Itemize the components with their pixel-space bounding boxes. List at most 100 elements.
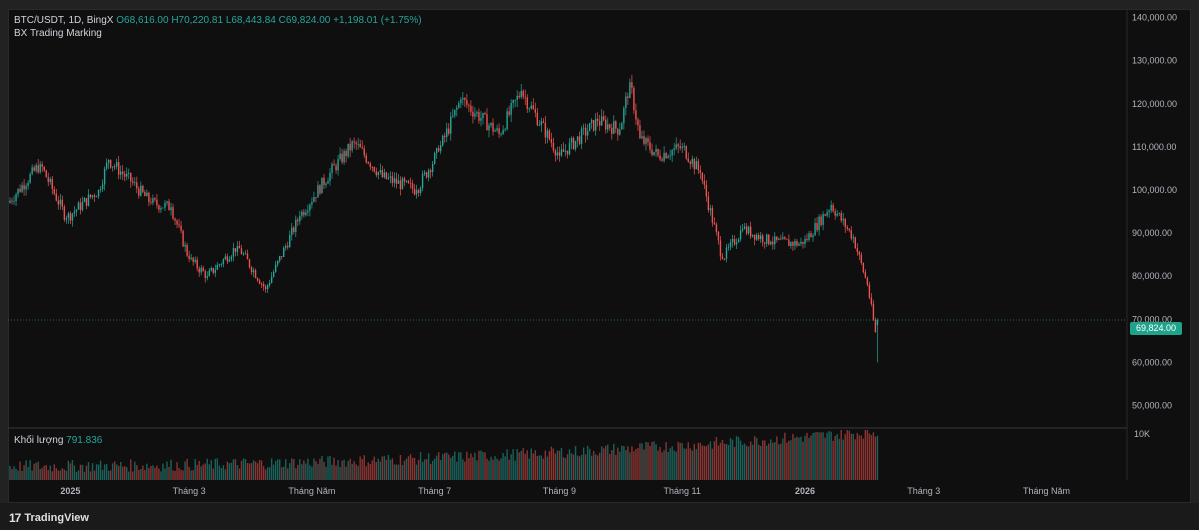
volume-bar: [307, 458, 309, 480]
tradingview-logo[interactable]: 17 TradingView: [9, 511, 89, 525]
candle-body: [95, 196, 98, 198]
volume-bar: [309, 465, 311, 480]
candle-body: [645, 138, 647, 144]
candle-body: [192, 257, 194, 262]
volume-bar: [683, 448, 685, 480]
volume-bar: [494, 456, 496, 480]
candle-body: [717, 231, 720, 241]
volume-bar: [61, 468, 64, 480]
volume-bar: [721, 439, 724, 480]
candle-body: [216, 264, 219, 270]
volume-bar: [77, 470, 80, 480]
volume-bar: [663, 450, 665, 480]
volume-bars: [9, 430, 879, 480]
indicator-label[interactable]: BX Trading Marking: [14, 28, 102, 39]
candle-body: [792, 242, 794, 246]
volume-bar: [808, 437, 810, 480]
volume-bar: [627, 446, 629, 480]
y-tick-label: 70,000.00: [1132, 314, 1172, 324]
volume-bar: [699, 442, 702, 480]
candle-body: [701, 172, 704, 181]
volume-bar: [425, 459, 428, 480]
candle-body: [377, 171, 380, 176]
candle-body: [669, 155, 671, 157]
candle-body: [794, 240, 796, 246]
volume-bar: [9, 465, 11, 480]
volume-bar: [790, 440, 792, 480]
candle-body: [25, 186, 27, 190]
x-tick-label: Tháng 7: [418, 486, 451, 496]
volume-bar: [633, 451, 635, 480]
candle-body: [15, 194, 17, 202]
volume-bar: [250, 463, 253, 480]
volume-bar: [256, 463, 259, 480]
volume-bar: [278, 459, 281, 480]
volume-bar: [200, 466, 202, 480]
candle-body: [21, 185, 23, 192]
volume-bar: [429, 463, 432, 480]
volume-bar: [315, 461, 317, 480]
candle-body: [31, 167, 33, 174]
volume-bar: [689, 448, 691, 480]
volume-bar: [830, 431, 832, 480]
volume-bar: [607, 444, 609, 480]
candle-body: [468, 104, 470, 106]
candle-body: [653, 151, 655, 155]
volume-bar: [33, 463, 35, 480]
volume-bar: [522, 447, 524, 480]
volume-bar: [188, 466, 190, 480]
candle-body: [103, 168, 106, 185]
candle-body: [458, 103, 460, 108]
candle-body: [687, 158, 689, 162]
volume-bar: [764, 440, 766, 480]
volume-bar: [613, 444, 615, 480]
candle-body: [776, 236, 778, 240]
candle-body: [868, 284, 871, 298]
volume-bar: [186, 458, 188, 480]
volume-bar: [355, 464, 357, 480]
volume-bar: [124, 466, 126, 480]
y-tick-label: 130,000.00: [1132, 56, 1177, 66]
candle-body: [132, 181, 134, 183]
candle-body: [848, 228, 850, 231]
volume-bar: [826, 432, 828, 480]
volume-bar: [727, 445, 730, 480]
volume-bar: [401, 465, 404, 480]
volume-bar: [848, 430, 850, 480]
volume-bar: [707, 444, 710, 480]
candle-body: [208, 270, 210, 277]
volume-legend[interactable]: Khối lượng 791.836: [14, 435, 102, 446]
candle-body: [305, 212, 307, 216]
candle-body: [500, 133, 502, 135]
volume-bar: [572, 454, 575, 480]
candle-body: [699, 170, 702, 173]
candle-body: [639, 125, 641, 139]
candle-body: [673, 148, 675, 151]
candle-body: [538, 125, 541, 126]
candle-body: [844, 218, 846, 228]
volume-bar: [289, 463, 291, 480]
volume-bar: [43, 465, 45, 480]
volume-bar: [240, 460, 243, 480]
candle-body: [355, 142, 357, 145]
candle-body: [470, 105, 472, 112]
y-tick-label: 50,000.00: [1132, 400, 1172, 410]
volume-bar: [788, 440, 790, 480]
volume-bar: [703, 445, 706, 480]
candle-body: [218, 264, 221, 266]
candle-body: [401, 178, 404, 190]
candle-body: [598, 121, 601, 126]
candle-body: [796, 240, 798, 246]
volume-bar: [389, 459, 392, 480]
volume-bar: [403, 460, 406, 480]
volume-bar: [673, 450, 675, 480]
candle-body: [508, 111, 510, 115]
candle-body: [120, 171, 122, 175]
candle-body: [534, 109, 537, 113]
volume-bar: [794, 437, 796, 480]
volume-bar: [780, 443, 782, 480]
volume-bar: [442, 454, 444, 480]
candle-body: [832, 205, 834, 212]
candle-body: [204, 271, 206, 278]
